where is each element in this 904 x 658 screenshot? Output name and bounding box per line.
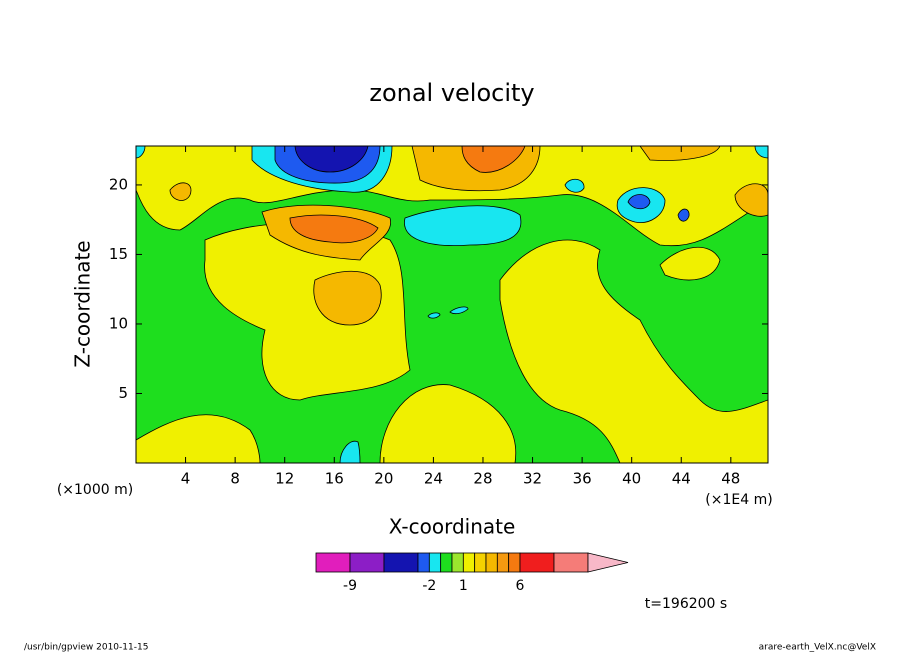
x-tick-label: 48 <box>721 470 740 488</box>
colorbar-box <box>428 552 442 573</box>
y-tick-label: 10 <box>109 314 128 332</box>
x-tick-label: 44 <box>672 470 691 488</box>
colorbar-box <box>508 552 521 573</box>
chart-title: zonal velocity <box>369 79 534 107</box>
colorbar-box <box>315 552 351 573</box>
colorbar-extension <box>587 552 629 573</box>
colorbar-box <box>349 552 385 573</box>
x-tick-label: 32 <box>523 470 542 488</box>
x-tick-label: 12 <box>275 470 294 488</box>
colorbar-box <box>462 552 476 573</box>
colorbar-box <box>440 552 453 573</box>
time-label: t=196200 s <box>645 596 727 612</box>
footer-left: /usr/bin/gpview 2010-11-15 <box>24 643 148 653</box>
colorbar-tick-label: -9 <box>343 578 357 594</box>
x-tick-label: 36 <box>573 470 592 488</box>
x-unit-note: (×1000 m) <box>57 482 133 498</box>
colorbar-box <box>474 552 487 573</box>
colorbar-tick-label: 1 <box>459 578 468 594</box>
colorbar-box <box>553 552 589 573</box>
colorbar-box <box>496 552 510 573</box>
x-tick-label: 16 <box>325 470 344 488</box>
y-tick-label: 15 <box>109 245 128 263</box>
colorbar-tick-label: -2 <box>422 578 436 594</box>
x-tick-label: 24 <box>424 470 443 488</box>
x-unit: (×1E4 m) <box>705 492 772 508</box>
plot-frame <box>135 145 769 464</box>
x-tick-label: 40 <box>622 470 641 488</box>
colorbar-box <box>451 552 464 573</box>
colorbar-box <box>485 552 498 573</box>
x-tick-label: 28 <box>473 470 492 488</box>
x-tick-label: 20 <box>374 470 393 488</box>
colorbar-box <box>383 552 419 573</box>
y-tick-label: 5 <box>118 384 128 402</box>
x-tick-label: 8 <box>230 470 240 488</box>
y-tick-label: 20 <box>109 175 128 193</box>
y-axis-label: Z-coordinate <box>71 240 95 367</box>
footer-right: arare-earth_VelX.nc@VelX <box>759 643 876 653</box>
colorbar-tick-label: 6 <box>516 578 525 594</box>
colorbar-box <box>519 552 555 573</box>
x-tick-label: 4 <box>181 470 191 488</box>
colorbar-box <box>417 552 430 573</box>
x-axis-label: X-coordinate <box>389 515 516 539</box>
contour-field <box>136 146 768 463</box>
colorbar: -9 -2 1 6 <box>315 552 629 594</box>
